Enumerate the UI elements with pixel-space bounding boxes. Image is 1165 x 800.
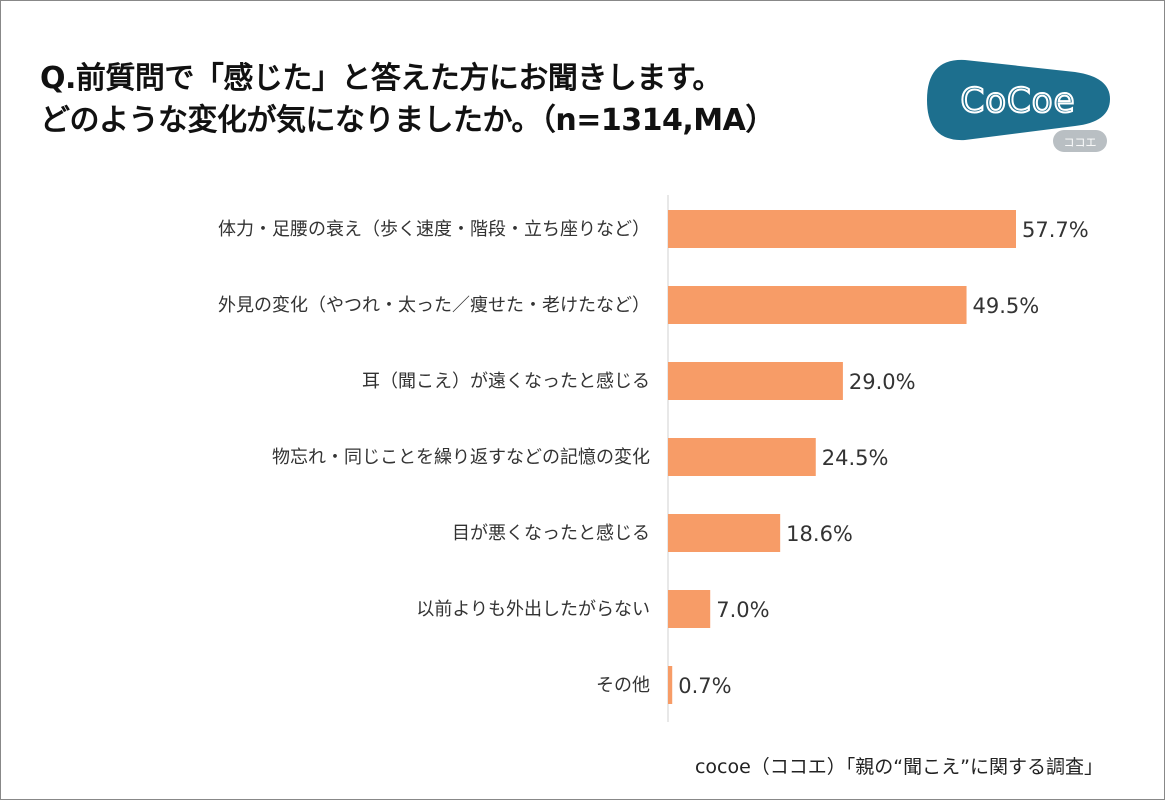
category-label: 以前よりも外出したがらない	[416, 599, 650, 620]
value-label: 7.0%	[716, 598, 769, 622]
question-title: Q.前質問で「感じた」と答えた方にお聞きします。 どのような変化が気になりました…	[40, 58, 775, 142]
bar	[668, 514, 781, 552]
bar	[668, 590, 711, 628]
source-note: cocoe（ココエ）「親の“聞こえ”に関する調査」	[694, 756, 1103, 778]
title-line-1: Q.前質問で「感じた」と答えた方にお聞きします。	[40, 61, 722, 96]
bar	[668, 362, 843, 400]
value-label: 24.5%	[822, 446, 889, 470]
value-label: 49.5%	[973, 294, 1040, 318]
value-label: 29.0%	[849, 370, 916, 394]
svg-text:ココエ: ココエ	[1064, 136, 1097, 149]
bar	[668, 666, 673, 704]
category-label: 物忘れ・同じことを繰り返すなどの記憶の変化	[272, 447, 650, 468]
category-label: 耳（聞こえ）が遠くなったと感じる	[362, 371, 650, 392]
category-label: 目が悪くなったと感じる	[452, 523, 650, 544]
bar	[668, 438, 816, 476]
title-line-2: どのような変化が気になりましたか。（n=1314,MA）	[40, 103, 775, 138]
svg-text:CoCoe: CoCoe	[960, 81, 1075, 121]
value-label: 57.7%	[1022, 218, 1089, 242]
bar	[668, 210, 1016, 248]
category-label: 外見の変化（やつれ・太った／痩せた・老けたなど）	[218, 295, 650, 316]
cocoe-logo: CoCoe ココエ	[925, 52, 1115, 166]
value-label: 18.6%	[786, 522, 853, 546]
category-label: その他	[596, 675, 650, 696]
value-label: 0.7%	[678, 674, 731, 698]
bar	[668, 286, 967, 324]
category-label: 体力・足腰の衰え（歩く速度・階段・立ち座りなど）	[218, 219, 650, 240]
